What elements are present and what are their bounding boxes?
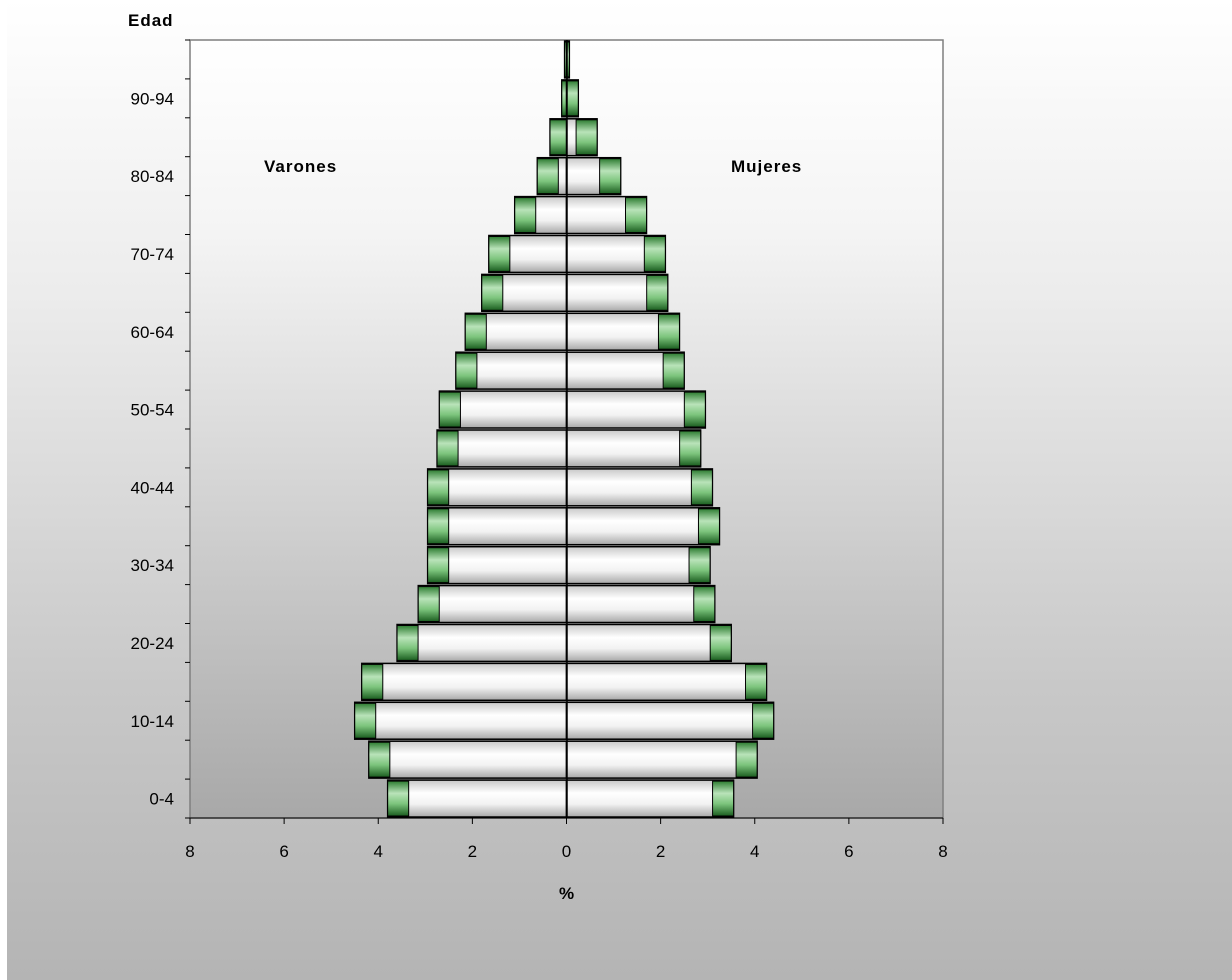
bar-mujeres-0-4 <box>565 779 735 818</box>
bar-varones-20-24 <box>396 623 568 663</box>
x-axis-title: % <box>559 884 575 903</box>
bar-mujeres-85-89 <box>565 118 598 157</box>
bar-mujeres-60-64 <box>565 312 681 351</box>
bar-mujeres-50-54 <box>565 390 707 429</box>
x-tick-label: 4 <box>750 842 759 861</box>
x-tick-label: 0 <box>562 842 571 861</box>
bar-varones-70-74 <box>488 234 568 274</box>
x-tick-label: 8 <box>938 842 947 861</box>
bar-varones-55-59 <box>455 351 568 390</box>
bar-mujeres-40-44 <box>565 468 714 507</box>
bar-varones-85-89 <box>549 118 568 157</box>
x-tick-label: 2 <box>656 842 665 861</box>
legend-mujeres: Mujeres <box>731 157 802 176</box>
bar-mujeres-45-49 <box>565 429 702 468</box>
bar-mujeres-80-84 <box>565 156 622 196</box>
bar-varones-15-19 <box>361 662 568 702</box>
bar-mujeres-5-9 <box>565 740 758 779</box>
x-ticks-layer: 8 6 4 2 0 2 4 6 8 <box>185 818 948 861</box>
bar-varones-50-54 <box>438 390 568 429</box>
y-tick-label: 0-4 <box>149 790 174 809</box>
x-tick-label: 6 <box>279 842 288 861</box>
x-tick-label: 8 <box>185 842 194 861</box>
y-tick-label: 20-24 <box>131 634 174 653</box>
x-tick-label: 6 <box>844 842 853 861</box>
bar-varones-40-44 <box>426 468 568 507</box>
bar-mujeres-65-69 <box>565 273 669 313</box>
bar-mujeres-90-94 <box>565 79 580 118</box>
legend-varones: Varones <box>264 157 337 176</box>
y-tick-label: 10-14 <box>131 712 174 731</box>
bar-mujeres-10-14 <box>565 701 775 740</box>
bar-varones-30-34 <box>426 545 568 585</box>
bar-mujeres-25-29 <box>565 584 716 624</box>
bar-varones-5-9 <box>368 740 568 779</box>
bar-mujeres-15-19 <box>565 662 768 702</box>
y-tick-label: 80-84 <box>131 167 174 186</box>
bar-varones-25-29 <box>417 584 568 624</box>
bar-varones-10-14 <box>353 701 568 740</box>
bar-mujeres-70-74 <box>565 234 667 274</box>
bar-mujeres-35-39 <box>565 507 721 546</box>
y-tick-label: 30-34 <box>131 556 174 575</box>
y-tick-label: 90-94 <box>131 89 174 108</box>
x-tick-label: 4 <box>374 842 383 861</box>
bar-varones-80-84 <box>536 156 568 196</box>
y-tick-label: 60-64 <box>131 323 174 342</box>
x-tick-label: 2 <box>468 842 477 861</box>
bar-varones-60-64 <box>464 312 568 351</box>
bar-varones-45-49 <box>436 429 568 468</box>
bar-varones-35-39 <box>426 507 568 546</box>
bar-varones-0-4 <box>386 779 568 818</box>
bar-mujeres-55-59 <box>565 351 685 390</box>
bars-layer <box>353 40 775 818</box>
bar-varones-75-79 <box>513 195 568 235</box>
bar-mujeres-20-24 <box>565 623 732 663</box>
y-tick-label: 50-54 <box>131 401 174 420</box>
bar-mujeres-75-79 <box>565 195 648 235</box>
bar-mujeres-30-34 <box>565 545 711 585</box>
y-ticks-layer: 0-4 10-14 20-24 30-34 40-44 50-54 60-64 70-74 80… <box>131 39 190 819</box>
bar-varones-65-69 <box>481 273 568 313</box>
y-tick-label: 70-74 <box>131 245 174 264</box>
y-axis-title: Edad <box>128 11 174 30</box>
y-tick-label: 40-44 <box>131 478 174 497</box>
